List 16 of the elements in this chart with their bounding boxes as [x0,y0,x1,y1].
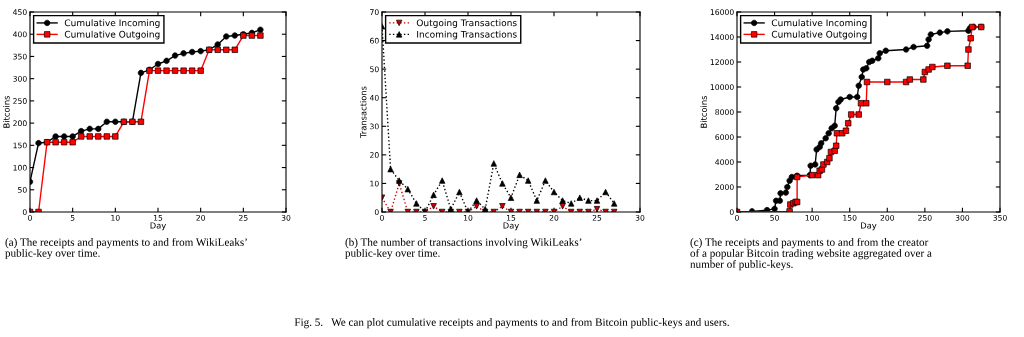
text: (a) The receipts and payments to and from WikiLeaks’ public-key over time. [5,238,247,260]
text: (b) The number of transactions involving WikiLeaks’ public-key over time. [345,238,582,260]
y-axis-title: Transactions [360,86,367,139]
legend-label: Outgoing Transactions [416,19,517,28]
legend-label: Cumulative Incoming [771,19,867,28]
legend-label: Cumulative Outgoing [771,30,867,40]
text: (c) The receipts and payments to and from the creator of a popular Bitcoin trading website aggregated over a number of public-keys. [690,238,932,271]
y-axis-title: Bitcoins [3,95,10,128]
x-axis-title: Day [861,222,877,231]
legend-label: Incoming Transactions [417,30,517,40]
x-axis-title: Day [503,222,519,231]
x-axis-title: Day [150,222,166,231]
y-axis-title: Bitcoins [700,95,707,128]
legend-label: Cumulative Outgoing [64,30,160,40]
caption: Fig. 5. We can plot cumulative receipts and payments to and from Bitcoin public-keys and users. [294,318,729,329]
legend-label: Cumulative Incoming [64,19,160,28]
